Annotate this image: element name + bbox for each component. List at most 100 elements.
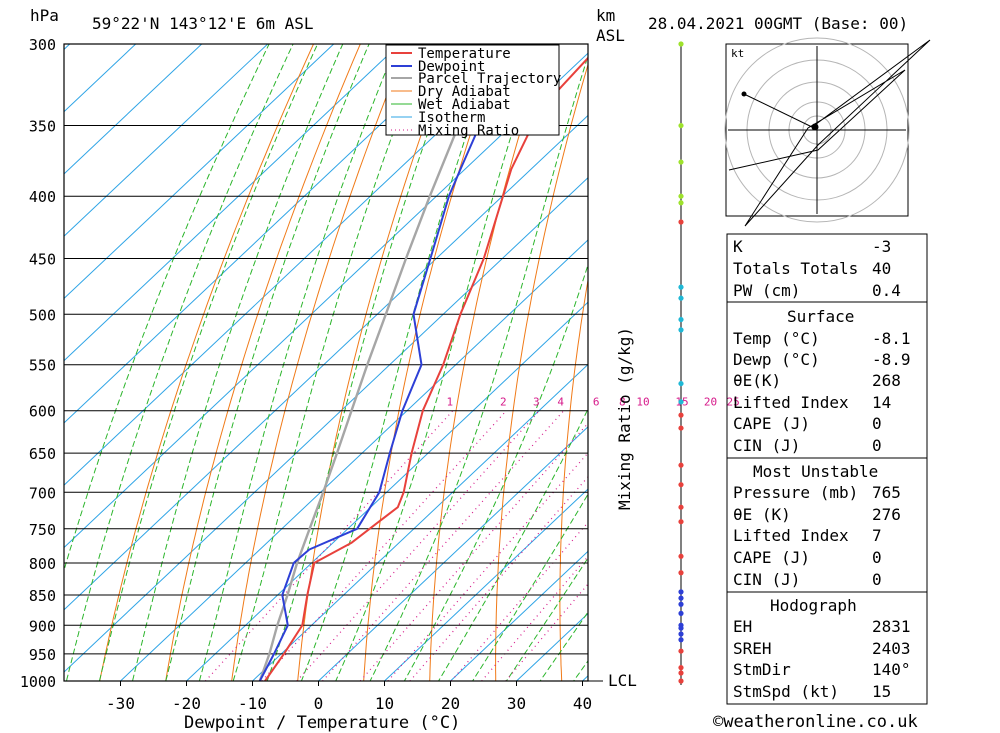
dry-adiabat-line (622, 0, 714, 707)
pressure-tick-label: 650 (29, 445, 56, 463)
mixing-ratio-label: 4 (557, 396, 564, 409)
wet-adiabat-line (472, 493, 588, 681)
hodo-eh-label: EH (733, 617, 752, 636)
mixing-ratio-labels: 12346810152025 (447, 396, 740, 409)
wet-adiabat-line (369, 54, 588, 681)
surface-temp-label: Temp (°C) (733, 329, 820, 348)
index-tt-value: 40 (872, 259, 891, 278)
hodo-stmspd-value: 15 (872, 682, 891, 701)
mixing-ratio-axis-title: Mixing Ratio (g/kg) (615, 327, 634, 510)
wind-level-dot (678, 284, 684, 290)
mixing-ratio-label: 25 (727, 396, 740, 409)
pressure-axis-labels: 300 350 400 450 500 550 600 650 700 750 800 850 900 9… (20, 36, 56, 691)
isotherm-line (64, 52, 588, 549)
wind-level-dot (678, 399, 684, 405)
mu-li-label: Lifted Index (733, 526, 849, 545)
hodo-sreh-label: SREH (733, 639, 772, 658)
x-tick-label: 30 (507, 694, 526, 713)
mu-cape-value: 0 (872, 548, 882, 567)
mu-li-value: 7 (872, 526, 882, 545)
mixing-ratio-label: 20 (704, 396, 717, 409)
legend-parcel: Parcel Trajectory (418, 71, 561, 87)
mu-pressure-value: 765 (872, 483, 901, 502)
wind-level-dot (678, 519, 684, 525)
hodograph-rings (724, 37, 931, 227)
isotherm-line (251, 363, 588, 681)
legend-dewpoint: Dewpoint (418, 59, 485, 75)
surface-cape-label: CAPE (J) (733, 414, 810, 433)
temperature-axis-labels: -30 -20 -10 0 10 20 30 40 (106, 681, 592, 713)
surface-cape-value: 0 (872, 414, 882, 433)
wind-level-dot (678, 595, 684, 601)
mu-pressure-label: Pressure (mb) (733, 483, 858, 502)
indices-hodograph-box (726, 591, 928, 705)
isotherm-line (119, 239, 588, 681)
isotherm-line (317, 426, 588, 681)
hodo-sreh-value: 2403 (872, 639, 911, 658)
mixing-ratio-label: 3 (533, 396, 540, 409)
isotherm-line (449, 550, 588, 681)
isotherm-line (383, 488, 588, 681)
wind-level-dot (678, 665, 684, 671)
isotherm-line (64, 44, 269, 237)
wind-level-dot (678, 589, 684, 595)
surface-dewp-value: -8.9 (872, 350, 911, 369)
plot-frame (63, 43, 589, 682)
dry-adiabat-line (165, 44, 361, 681)
mixing-ratio-label: 8 (619, 396, 626, 409)
wind-level-dot (678, 122, 684, 129)
hodo-stmdir-value: 140° (872, 660, 911, 679)
isotherm-line (64, 44, 203, 175)
isotherm-line (64, 44, 71, 51)
hodograph-trace (728, 39, 931, 227)
wind-level-dot (678, 380, 684, 387)
wind-level-dot (678, 295, 684, 301)
wind-level-dot (678, 482, 684, 488)
indices-panel: K -3 Totals Totals 40 PW (cm) 0.4 Surfac… (726, 233, 928, 705)
mixing-ratio-line (450, 521, 588, 681)
isotherm-line (64, 177, 588, 673)
mixing-ratio-label: 10 (636, 396, 649, 409)
wind-level-dot (678, 678, 684, 684)
pressure-tick-label: 700 (29, 484, 56, 502)
lcl-label: LCL (608, 671, 637, 690)
x-tick-label: -30 (106, 694, 135, 713)
pressure-unit-label: hPa (30, 6, 59, 25)
wind-level-dot (678, 412, 684, 418)
dewpoint-profile-line (258, 44, 536, 681)
legend: Temperature Dewpoint Parcel Trajectory D… (385, 44, 561, 139)
pressure-tick-label: 300 (29, 36, 56, 54)
surface-title: Surface (787, 307, 854, 326)
mixing-ratio-label: 6 (593, 396, 600, 409)
isotherm-line (64, 44, 335, 300)
wet-adiabat-line (98, 44, 319, 681)
legend-isotherm: Isotherm (418, 110, 485, 126)
hodograph: kt (724, 37, 931, 227)
wind-level-dot (678, 570, 684, 576)
pressure-tick-label: 450 (29, 251, 56, 269)
isotherm-line (64, 44, 401, 362)
credit-link[interactable]: ©weatheronline.co.uk (713, 712, 918, 732)
pressure-tick-label: 800 (29, 555, 56, 573)
pressure-tick-label: 900 (29, 617, 56, 635)
isotherm-line (64, 114, 588, 611)
height-unit-label-asl: ASL (596, 26, 625, 45)
surface-temp-value: -8.1 (872, 329, 911, 348)
pressure-tick-label: 750 (29, 521, 56, 539)
wind-level-dot (678, 625, 684, 631)
wind-level-dot (678, 327, 684, 333)
x-tick-label: -10 (238, 694, 267, 713)
x-tick-label: 40 (573, 694, 592, 713)
wind-level-dot (678, 504, 684, 510)
index-tt-label: Totals Totals (733, 259, 858, 278)
temperature-profile-line (264, 56, 588, 681)
mu-cin-value: 0 (872, 570, 882, 589)
wind-level-dot (678, 637, 684, 643)
pressure-tick-label: 950 (29, 646, 56, 664)
pressure-tick-label: 400 (29, 188, 56, 206)
hodograph-unit: kt (731, 47, 744, 60)
wind-level-dot (678, 670, 684, 676)
location-title: 59°22'N 143°12'E 6m ASL (92, 14, 314, 33)
wind-profile (678, 41, 684, 685)
x-tick-label: 0 (314, 694, 324, 713)
